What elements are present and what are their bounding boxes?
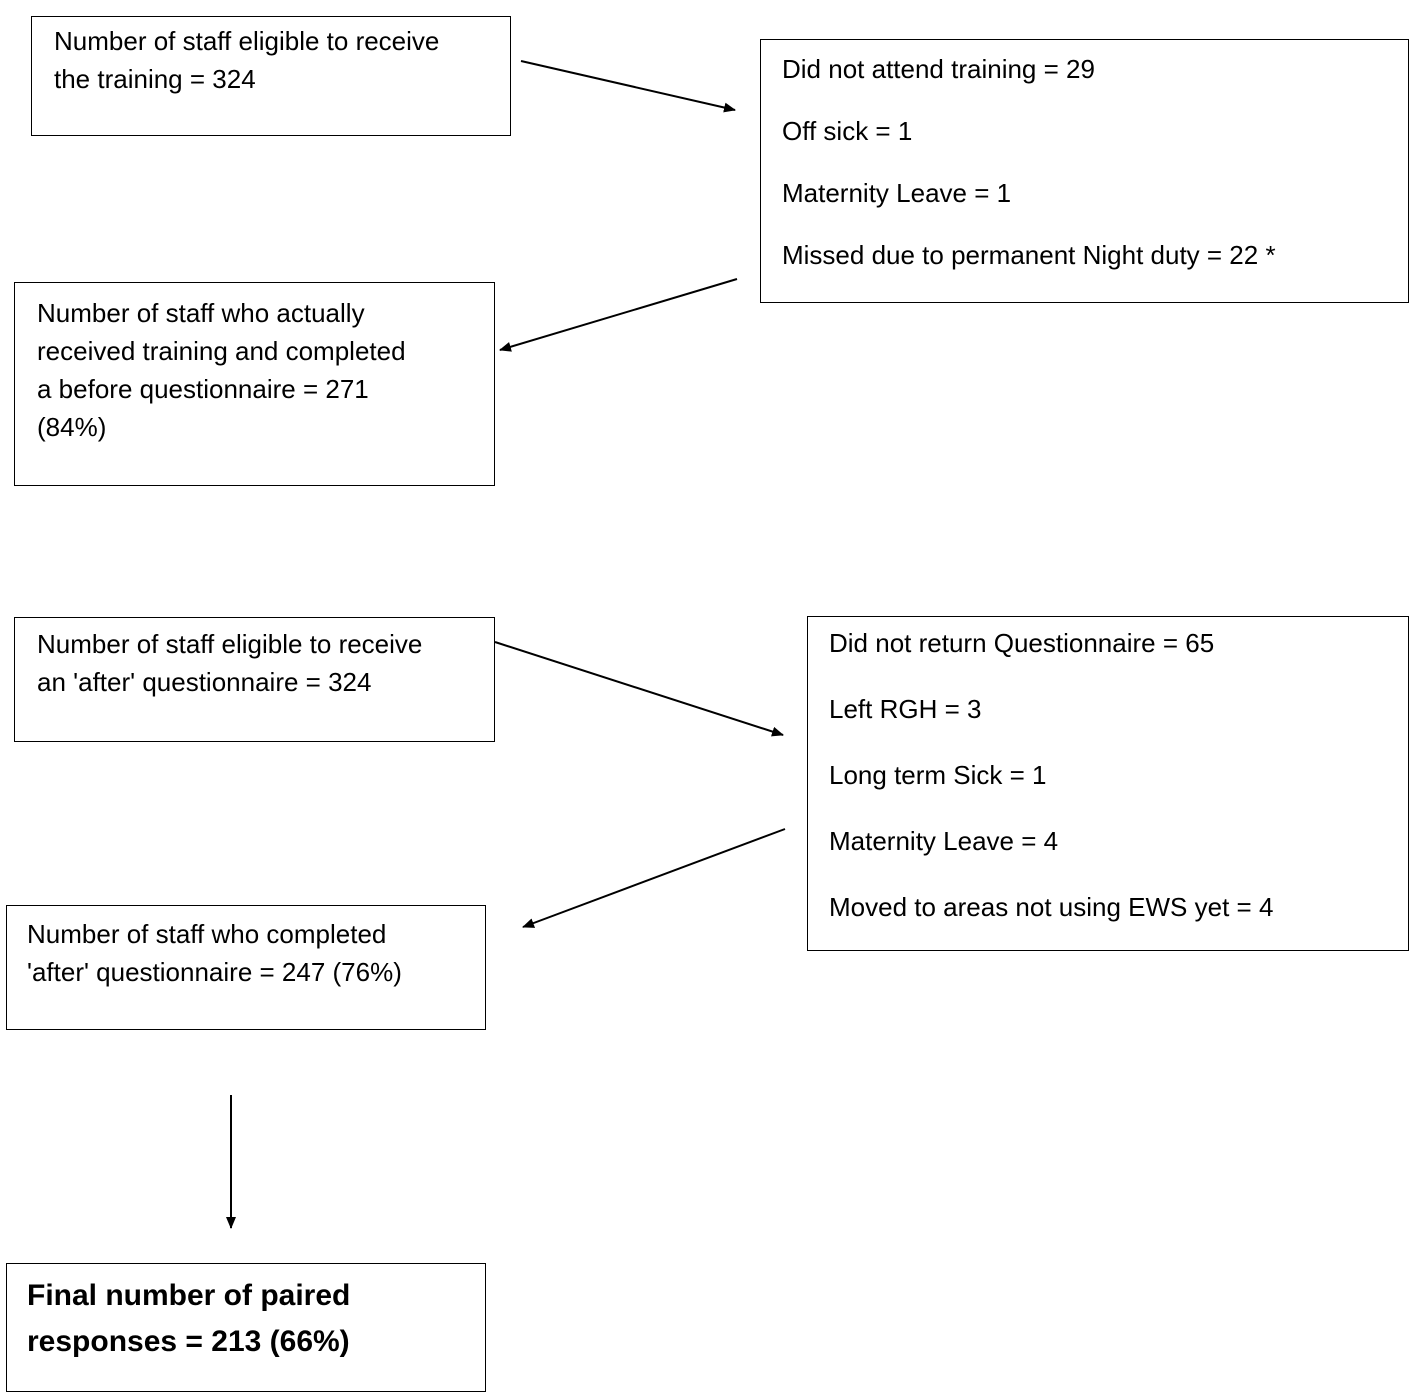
box-text-line: Number of staff who actually [37, 298, 365, 328]
box-text-line: 'after' questionnaire = 247 (76%) [27, 957, 402, 987]
arrow-exclusions-to-received [499, 278, 738, 352]
final-result-line: Final number of paired [27, 1279, 351, 1312]
box-text-line: received training and completed [37, 336, 406, 366]
exclusion-item: Off sick = 1 [782, 116, 913, 146]
exclusion-item: Moved to areas not using EWS yet = 4 [829, 892, 1274, 922]
eligible-training-box: Number of staff eligible to receive the … [31, 16, 511, 136]
after-exclusions-box: Did not return Questionnaire = 65 Left R… [807, 616, 1409, 951]
exclusion-item: Maternity Leave = 1 [782, 178, 1012, 208]
box-text-line: (84%) [37, 412, 107, 442]
received-training-box: Number of staff who actually received tr… [14, 282, 495, 486]
exclusion-item: Left RGH = 3 [829, 694, 982, 724]
box-text-line: the training = 324 [54, 64, 256, 94]
arrow-eligible-after-to-exclusions [494, 641, 784, 737]
exclusion-item: Long term Sick = 1 [829, 760, 1047, 790]
final-result-line: responses = 213 (66%) [27, 1325, 350, 1358]
exclusion-item: Did not attend training = 29 [782, 54, 1095, 84]
eligible-after-box: Number of staff eligible to receive an '… [14, 617, 495, 742]
exclusion-item: Maternity Leave = 4 [829, 826, 1059, 856]
exclusion-item: Missed due to permanent Night duty = 22 … [782, 240, 1276, 270]
training-exclusions-box: Did not attend training = 29 Off sick = … [760, 39, 1409, 303]
box-text-line: Number of staff who completed [27, 919, 387, 949]
box-text-line: an 'after' questionnaire = 324 [37, 667, 372, 697]
box-text-line: a before questionnaire = 271 [37, 374, 369, 404]
box-text-line: Number of staff eligible to receive [37, 629, 423, 659]
box-text-line: Number of staff eligible to receive [54, 26, 440, 56]
exclusion-item: Did not return Questionnaire = 65 [829, 628, 1215, 658]
arrow-after-exclusions-to-completed [522, 828, 786, 928]
completed-after-box: Number of staff who completed 'after' qu… [6, 905, 486, 1030]
final-paired-box: Final number of paired responses = 213 (… [6, 1263, 486, 1392]
arrow-eligible-to-exclusions [520, 60, 736, 113]
